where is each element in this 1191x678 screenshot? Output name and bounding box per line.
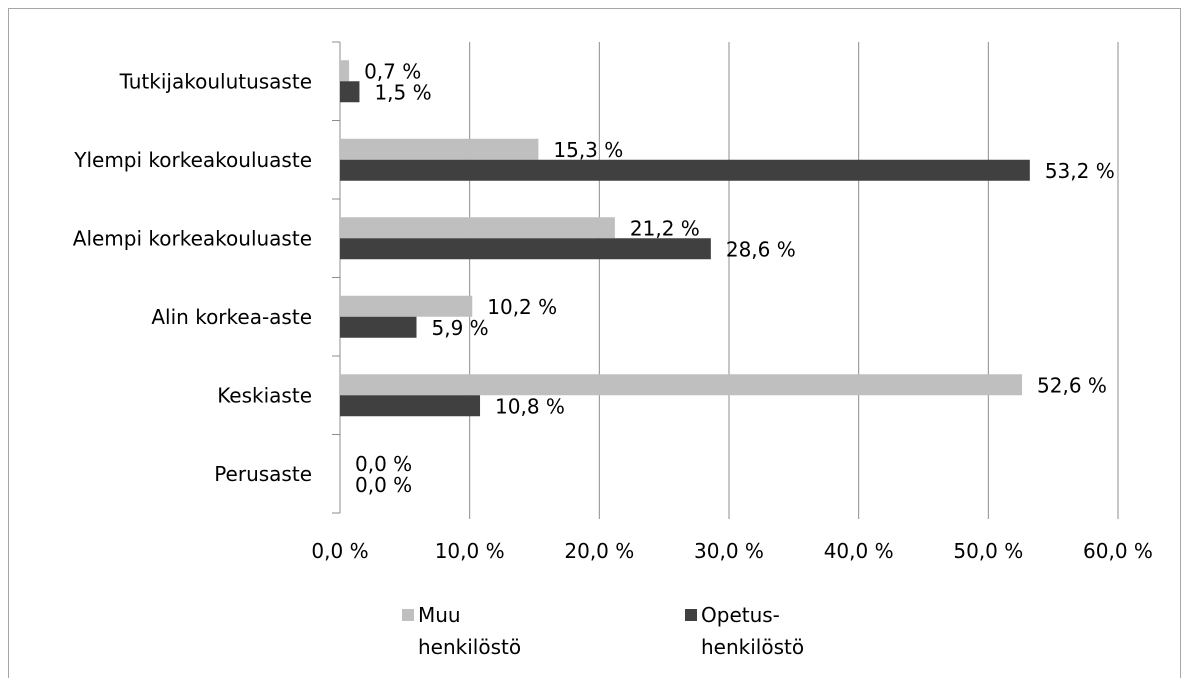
tick-labels: 0,0 % 10,0 % 20,0 % 30,0 % 40,0 % 50,0 % 60,0 … <box>73 69 1153 563</box>
y-category-label: Tutkijakoulutusaste <box>119 69 312 93</box>
data-label: 53,2 % <box>1045 159 1115 183</box>
y-category-label: Keskiaste <box>217 383 312 407</box>
x-tick-label: 50,0 % <box>953 539 1023 563</box>
gridlines <box>469 42 1119 519</box>
data-label: 15,3 % <box>553 138 623 162</box>
bar-opetus <box>340 316 417 338</box>
bar-opetus <box>340 395 481 417</box>
y-category-label: Alin korkea-aste <box>151 305 312 329</box>
bar-muu <box>340 217 615 239</box>
bar-opetus <box>340 238 711 260</box>
x-tick-label: 60,0 % <box>1083 539 1153 563</box>
legend: Muu henkilöstö Opetus-henkilöstö <box>402 603 804 659</box>
bar-opetus <box>340 81 360 103</box>
x-tick-label: 30,0 % <box>694 539 764 563</box>
data-label: 0,0 % <box>355 452 412 476</box>
legend-swatch <box>685 609 697 621</box>
axes <box>332 41 341 514</box>
bars <box>340 60 1030 417</box>
y-category-label: Alempi korkeakouluaste <box>73 226 312 250</box>
data-label: 10,8 % <box>495 394 565 418</box>
x-tick-label: 40,0 % <box>824 539 894 563</box>
legend-label: Muu <box>418 603 461 627</box>
data-label: 28,6 % <box>726 237 796 261</box>
x-tick-label: 10,0 % <box>435 539 505 563</box>
data-label: 10,2 % <box>487 295 557 319</box>
data-label: 5,9 % <box>432 316 489 340</box>
y-category-label: Perusaste <box>214 462 312 486</box>
data-label: 1,5 % <box>374 80 431 104</box>
bar-muu <box>340 295 473 317</box>
data-labels: 0,7 %1,5 % 15,3 % 53,2 % 21,2 % 28,6 % 10,2 %… <box>355 59 1115 497</box>
data-label: 21,2 % <box>630 216 700 240</box>
x-tick-label: 0,0 % <box>311 539 368 563</box>
x-tick-label: 20,0 % <box>564 539 634 563</box>
bar-muu <box>340 60 350 82</box>
bar-opetus <box>340 159 1030 181</box>
y-category-label: Ylempi korkeakouluaste <box>73 148 312 172</box>
bar-muu <box>340 138 539 160</box>
data-label: 0,7 % <box>364 59 421 83</box>
bar-muu <box>340 374 1023 396</box>
data-label: 0,0 % <box>355 473 412 497</box>
chart-frame <box>8 8 1181 678</box>
data-label: 52,6 % <box>1037 373 1107 397</box>
legend-label: henkilöstö <box>701 635 804 659</box>
legend-label: henkilöstö <box>418 635 521 659</box>
legend-swatch <box>402 609 414 621</box>
legend-label: Opetus- <box>701 603 780 627</box>
